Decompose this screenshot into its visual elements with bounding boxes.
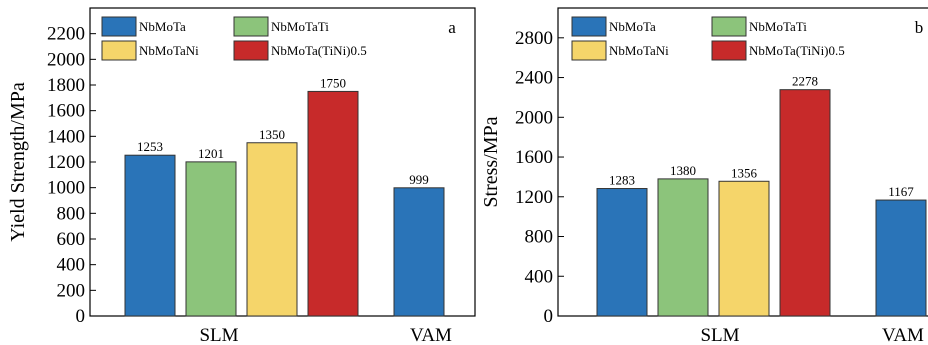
panel-a-data-label: 999 bbox=[409, 172, 429, 187]
panel-a-legend-swatch bbox=[233, 16, 269, 37]
panel-b-y-tick-label: 400 bbox=[525, 266, 554, 287]
panel-b-y-axis-title: Stress/MPa bbox=[480, 116, 502, 207]
panel-a-bar-vam-1 bbox=[393, 187, 445, 317]
panel-b-y-tick-label: 0 bbox=[544, 306, 554, 327]
panel-b-legend-label: NbMoTaTi bbox=[749, 19, 807, 34]
panel-a-legend-swatch bbox=[101, 16, 137, 37]
panel-a-data-label: 1201 bbox=[198, 146, 224, 161]
panel-a-category-label-slm: SLM bbox=[199, 325, 238, 345]
panel-a-y-tick-label: 0 bbox=[76, 306, 86, 327]
panel-a-y-tick-label: 200 bbox=[57, 280, 86, 301]
panel-a-y-tick-label: 800 bbox=[57, 203, 86, 224]
panel-b-y-tick-label: 1600 bbox=[515, 147, 553, 168]
panel-b-data-label: 1356 bbox=[731, 165, 758, 180]
panel-b-bar-vam-1 bbox=[875, 199, 927, 317]
panel-a-bar-slm-4 bbox=[307, 90, 359, 317]
panel-b-bar-slm-2 bbox=[657, 178, 709, 317]
panel-a-y-tick-label: 1600 bbox=[47, 101, 85, 122]
panel-b-data-label: 1283 bbox=[609, 173, 635, 188]
panel-b-category-label-vam: VAM bbox=[882, 325, 924, 345]
panel-b-legend: NbMoTa NbMoTaTi NbMoTaNi NbMoTa(TiNi)0.5 bbox=[571, 16, 845, 61]
panel-a-y-tick-label: 1000 bbox=[47, 178, 85, 199]
panel-a-legend-swatch bbox=[101, 40, 137, 61]
panel-b-data-label: 2278 bbox=[792, 74, 818, 89]
panel-a-y-tick-label: 2200 bbox=[47, 24, 85, 45]
panel-a-legend-label: NbMoTa(TiNi)0.5 bbox=[271, 43, 367, 58]
panel-b-legend-swatch bbox=[571, 16, 607, 37]
panel-a-data-label: 1253 bbox=[137, 139, 163, 154]
panel-b-legend-swatch bbox=[571, 40, 607, 61]
panel-a-legend-label: NbMoTaNi bbox=[139, 43, 199, 58]
panel-b-bar-slm-3 bbox=[718, 180, 770, 317]
panel-b-y-tick-label: 1200 bbox=[515, 187, 553, 208]
panel-a-y-tick-label: 2000 bbox=[47, 49, 85, 70]
panel-a-y-tick-label: 1200 bbox=[47, 152, 85, 173]
panel-a-y-axis-title: Yield Strength/MPa bbox=[7, 82, 29, 242]
panel-b-label: b bbox=[915, 18, 924, 37]
panel-b-category-label-slm: SLM bbox=[700, 325, 739, 345]
panel-b-legend-swatch bbox=[711, 40, 747, 61]
panel-a-label: a bbox=[448, 18, 456, 37]
panel-a-category-label-vam: VAM bbox=[410, 325, 452, 345]
panel-a-legend-swatch bbox=[233, 40, 269, 61]
panel-a-legend-label: NbMoTaTi bbox=[271, 19, 329, 34]
panel-b-bar-slm-1 bbox=[596, 188, 648, 317]
panel-b-legend-swatch bbox=[711, 16, 747, 37]
panel-b-y-tick-label: 2000 bbox=[515, 107, 553, 128]
panel-a-data-label: 1350 bbox=[259, 127, 285, 142]
panel-b-bar-slm-4 bbox=[779, 89, 831, 317]
panel-b-legend-label: NbMoTaNi bbox=[609, 43, 669, 58]
panel-b-data-label: 1380 bbox=[670, 163, 696, 178]
panel-b-y-tick-label: 800 bbox=[525, 227, 554, 248]
panel-a-y-tick-label: 400 bbox=[57, 255, 86, 276]
panel-b-chart: Stress/MPa b 0 400 800 1200 1600 2000 2400 2800… bbox=[480, 7, 928, 345]
panel-a-y-tick-label: 1400 bbox=[47, 126, 85, 147]
panel-a-chart: Yield Strength/MPa a 0 200 400 600 800 1000 12… bbox=[7, 7, 476, 345]
panel-b-legend-label: NbMoTa(TiNi)0.5 bbox=[749, 43, 845, 58]
panel-a-y-tick-label: 600 bbox=[57, 229, 86, 250]
panel-a-data-label: 1750 bbox=[320, 75, 346, 90]
panel-a-bar-slm-3 bbox=[246, 142, 298, 317]
panel-b-y-tick-label: 2800 bbox=[515, 28, 553, 49]
panel-b-legend-label: NbMoTa bbox=[609, 19, 656, 34]
panel-a-legend: NbMoTa NbMoTaTi NbMoTaNi NbMoTa(TiNi)0.5 bbox=[101, 16, 367, 61]
panel-b-y-tick-label: 2400 bbox=[515, 68, 553, 89]
panel-a-legend-label: NbMoTa bbox=[139, 19, 186, 34]
panel-a-bar-slm-2 bbox=[185, 161, 237, 317]
panel-a-bar-slm-1 bbox=[124, 154, 176, 317]
panel-b-data-label: 1167 bbox=[888, 184, 914, 199]
panel-a-y-tick-label: 1800 bbox=[47, 75, 85, 96]
